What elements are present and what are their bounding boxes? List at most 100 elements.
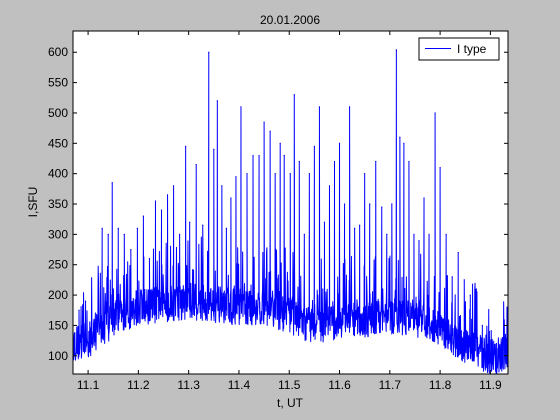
y-tick-label: 550	[48, 76, 68, 90]
spike-peak-point	[230, 197, 232, 199]
spike-peak-point	[445, 233, 447, 235]
spike-peak-point	[148, 258, 151, 260]
spike-peak-point	[279, 142, 281, 144]
spike-peak-point	[154, 200, 157, 202]
spike-peak-point	[303, 233, 305, 235]
spike-peak-point	[308, 173, 310, 175]
spike-peak-point	[451, 276, 453, 278]
spike-peak-point	[84, 300, 87, 302]
spike-peak-point	[323, 221, 326, 223]
spike-peak-point	[123, 233, 125, 235]
series-line-i-type	[72, 49, 509, 375]
y-tick-label: 100	[48, 349, 68, 363]
spike-peak-point	[386, 233, 388, 235]
spike-peak-point	[293, 94, 295, 96]
spike-peak-point	[488, 330, 490, 333]
spike-peak-point	[463, 279, 465, 281]
y-tick-label: 150	[48, 318, 68, 332]
spike-peak-point	[213, 148, 215, 150]
spike-peak-point	[375, 160, 377, 163]
spike-peak-point	[475, 288, 477, 290]
spike-peak-point	[364, 173, 366, 175]
spike-peak-point	[318, 106, 321, 108]
spike-peak-point	[274, 173, 276, 175]
spike-peak-point	[381, 206, 383, 208]
spike-peak-point	[263, 121, 265, 123]
spike-peak-point	[111, 182, 113, 184]
spike-peak-point	[359, 224, 361, 226]
x-tick-label: 11.5	[278, 378, 301, 392]
y-tick-label: 400	[48, 167, 68, 181]
spike-peak-point	[481, 324, 483, 327]
y-tick-label: 450	[48, 136, 68, 150]
spike-peak-point	[78, 309, 80, 311]
legend-box	[418, 37, 500, 61]
spike-peak-point	[395, 49, 397, 51]
spike-peak-point	[348, 106, 351, 108]
spike-peak-point	[403, 142, 405, 144]
spike-peak-point	[160, 209, 163, 211]
spike-peak-point	[202, 224, 204, 226]
spike-peak-point	[369, 203, 371, 205]
spike-peak-point	[328, 185, 331, 187]
spike-peak-point	[354, 227, 356, 229]
spike-peak-point	[240, 106, 242, 108]
spike-peak-point	[434, 112, 436, 114]
spike-peak-point	[423, 197, 425, 199]
y-tick-label: 250	[48, 258, 68, 272]
spike-peak-point	[313, 145, 315, 147]
y-tick-label: 500	[48, 106, 68, 120]
legend: I type	[418, 37, 500, 61]
spike-peak-point	[418, 239, 420, 242]
spike-peak-point	[343, 203, 346, 205]
spike-peak-point	[283, 154, 285, 157]
x-tick-label: 11.9	[479, 378, 502, 392]
spike-peak-point	[252, 154, 254, 157]
spike-peak-point	[338, 142, 341, 144]
spike-peak-point	[179, 233, 181, 235]
spike-peak-point	[208, 51, 210, 53]
spike-peak-point	[216, 100, 218, 102]
spike-peak-point	[101, 227, 103, 229]
y-tick-label: 600	[48, 45, 68, 59]
spike-peak-point	[428, 233, 430, 235]
plot-frame	[72, 30, 509, 375]
y-tick-label: 200	[48, 288, 68, 302]
spike-peak-point	[413, 233, 415, 235]
spike-peak-point	[333, 160, 336, 163]
x-tick-label: 11.4	[228, 378, 251, 392]
spike-peak-point	[166, 194, 169, 196]
spike-peak-point	[130, 248, 132, 251]
spike-peak-point	[185, 145, 187, 147]
spike-peak-point	[469, 294, 471, 296]
spike-peak-point	[136, 227, 138, 229]
spike-peak-point	[195, 163, 197, 166]
ticks-layer: 11.1 11.2 11.3 11.4 11.5 11.6 11.7 11.8 11.9 100 1…	[48, 31, 508, 392]
x-tick-label: 11.3	[177, 378, 200, 392]
spike-peak-point	[298, 160, 300, 163]
x-axis-label: t, UT	[277, 396, 304, 410]
series-layer	[72, 49, 509, 375]
spike-peak-point	[235, 176, 237, 178]
y-axis-label: I,SFU	[26, 187, 40, 218]
spike-peak-point	[495, 343, 498, 345]
y-tick-label: 350	[48, 197, 68, 211]
spike-peak-point	[289, 173, 291, 175]
spike-peak-point	[117, 227, 119, 229]
legend-label: I type	[457, 42, 487, 56]
spike-peak-point	[246, 173, 248, 175]
x-tick-label: 11.7	[379, 378, 402, 392]
spike-peak-point	[93, 318, 95, 320]
chart-title: 20.01.2006	[260, 13, 320, 27]
spike-peak-point	[399, 136, 401, 138]
spike-peak-point	[269, 130, 271, 132]
spike-peak-point	[142, 215, 145, 217]
spike-peak-point	[506, 306, 508, 308]
spike-peak-point	[221, 185, 223, 187]
spike-peak-point	[258, 154, 260, 157]
spike-peak-point	[457, 251, 459, 254]
x-tick-label: 11.6	[328, 378, 351, 392]
spike-peak-point	[391, 203, 393, 205]
spike-peak-point	[189, 221, 191, 223]
